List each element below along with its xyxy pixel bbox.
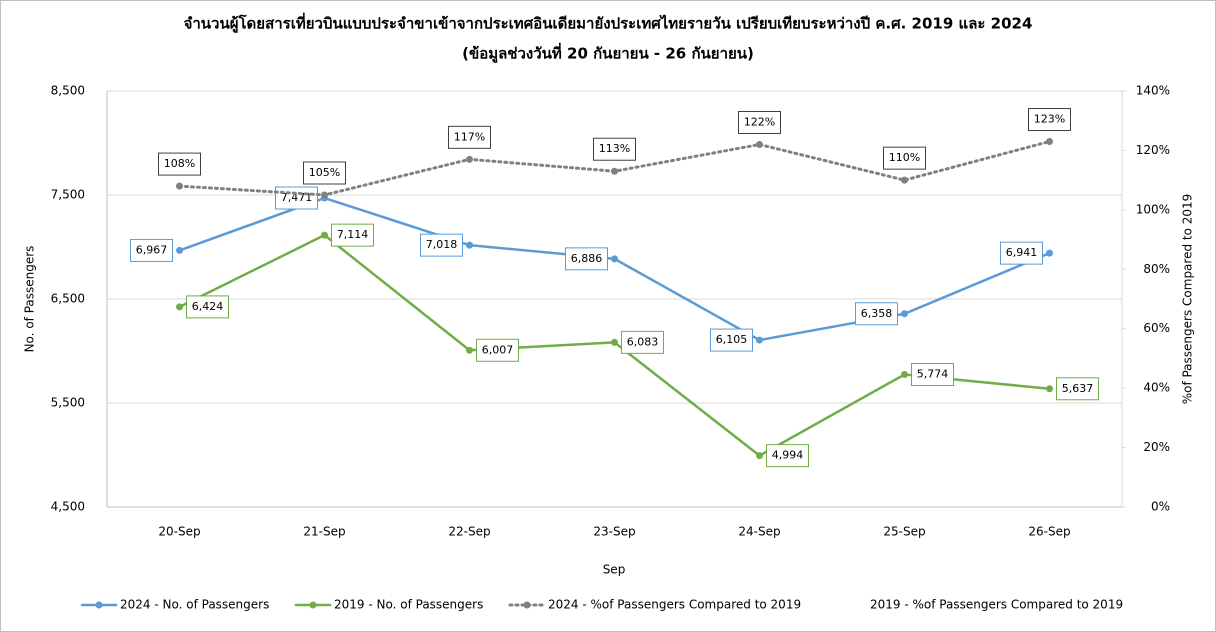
legend-marker — [523, 601, 531, 609]
y-tick-label: 7,500 — [51, 188, 85, 202]
data-label: 108% — [164, 157, 195, 170]
y2-tick-label: 60% — [1143, 321, 1170, 335]
x-tick-label: 22-Sep — [448, 525, 490, 539]
data-label-box — [158, 152, 201, 176]
data-label-box — [565, 247, 608, 271]
legend-label: 2024 - %of Passengers Compared to 2019 — [548, 598, 801, 612]
x-tick-label: 24-Sep — [738, 525, 780, 539]
y2-tick-label: 20% — [1143, 440, 1170, 454]
data-label-box — [593, 137, 636, 161]
y2-tick-label: 40% — [1143, 381, 1170, 395]
x-tick-label: 25-Sep — [883, 525, 925, 539]
data-label: 4,994 — [772, 449, 804, 462]
y2-tick-label: 80% — [1143, 262, 1170, 276]
data-label-box — [1056, 377, 1099, 401]
data-label-box — [303, 161, 346, 185]
point — [321, 231, 328, 239]
x-axis-title: Sep — [603, 563, 626, 577]
point — [176, 182, 183, 190]
data-label-box — [738, 110, 781, 134]
point — [176, 303, 183, 311]
data-label-box — [766, 444, 809, 468]
point — [466, 346, 473, 354]
y2-tick-label: 140% — [1136, 84, 1170, 98]
chart-subtitle: (ข้อมูลช่วงวันที่ 20 กันยายน - 26 กันยาย… — [462, 43, 754, 64]
point — [901, 176, 908, 184]
data-label: 6,358 — [861, 307, 893, 320]
data-label-box — [130, 238, 173, 262]
y-axis-title: No. of Passengers — [23, 246, 37, 353]
data-label: 6,886 — [571, 252, 603, 265]
x-tick-label: 23-Sep — [593, 525, 635, 539]
y-tick-label: 4,500 — [51, 500, 85, 514]
point — [466, 241, 473, 249]
point — [1046, 138, 1053, 146]
point — [901, 371, 908, 379]
data-label: 6,007 — [482, 343, 514, 356]
data-label-box — [1028, 108, 1071, 132]
data-label-box — [710, 328, 753, 352]
legend-label: 2019 - No. of Passengers — [334, 598, 483, 612]
y2-tick-label: 120% — [1136, 143, 1170, 157]
data-label: 110% — [889, 151, 920, 164]
data-label: 6,424 — [192, 300, 224, 313]
data-label-box — [621, 330, 664, 354]
data-label: 6,967 — [136, 243, 168, 256]
point — [1046, 249, 1053, 257]
point — [611, 167, 618, 175]
data-label: 7,114 — [337, 228, 369, 241]
data-label: 105% — [309, 166, 340, 179]
y2-axis-title: %of Passengers Compared to 2019 — [1181, 194, 1195, 405]
chart-title: จำนวนผู้โดยสารเที่ยวบินแบบประจำขาเข้าจาก… — [184, 13, 1033, 34]
data-label-box — [331, 223, 374, 247]
data-label: 122% — [744, 115, 775, 128]
x-tick-label: 26-Sep — [1028, 525, 1070, 539]
y-tick-label: 6,500 — [51, 292, 85, 306]
data-label-box — [476, 338, 519, 362]
y-tick-label: 8,500 — [51, 84, 85, 98]
point — [611, 338, 618, 346]
x-tick-label: 20-Sep — [158, 525, 200, 539]
data-label-box — [911, 363, 954, 387]
data-label-box — [855, 302, 898, 326]
data-label: 7,018 — [426, 238, 458, 251]
y2-tick-label: 0% — [1151, 500, 1170, 514]
point — [466, 155, 473, 163]
data-label-box — [420, 233, 463, 257]
data-label: 113% — [599, 142, 630, 155]
point — [611, 255, 618, 263]
y-tick-label: 5,500 — [51, 396, 85, 410]
data-label: 6,083 — [627, 335, 659, 348]
point — [756, 452, 763, 460]
point — [1046, 385, 1053, 393]
data-label: 117% — [454, 130, 485, 143]
legend-label: 2024 - No. of Passengers — [120, 598, 269, 612]
data-label: 6,105 — [716, 333, 748, 346]
data-label: 6,941 — [1006, 246, 1038, 259]
data-label-box — [448, 125, 491, 149]
data-label: 123% — [1034, 113, 1065, 126]
x-tick-label: 21-Sep — [303, 525, 345, 539]
data-label-box — [186, 295, 229, 319]
point — [756, 336, 763, 344]
legend-label: 2019 - %of Passengers Compared to 2019 — [870, 598, 1123, 612]
data-label-box — [883, 146, 926, 170]
data-label: 5,774 — [917, 368, 949, 381]
point — [756, 140, 763, 148]
data-label-box — [1000, 241, 1043, 265]
point — [901, 310, 908, 318]
legend-marker — [95, 601, 103, 609]
y2-tick-label: 100% — [1136, 202, 1170, 216]
legend-marker — [309, 601, 317, 609]
point — [176, 246, 183, 254]
point — [321, 191, 328, 199]
data-label: 5,637 — [1062, 382, 1094, 395]
